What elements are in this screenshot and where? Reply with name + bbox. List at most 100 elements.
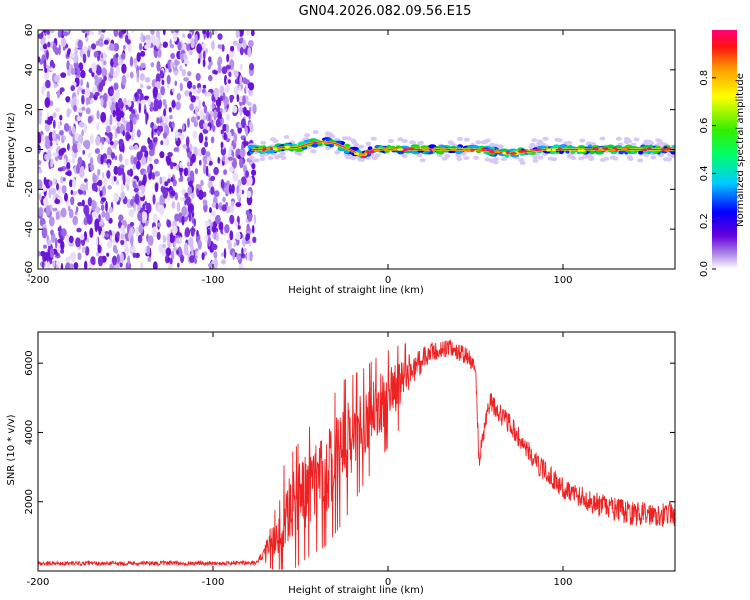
colorbar-tick-label: 0.0 xyxy=(699,261,710,277)
noise-cell xyxy=(242,77,247,84)
noise-cell xyxy=(193,257,198,264)
noise-cell xyxy=(238,262,244,269)
noise-cell xyxy=(126,73,130,79)
noise-cell xyxy=(252,236,257,243)
noise-cell xyxy=(174,30,179,33)
noise-cell xyxy=(159,204,165,216)
signal-hot-cell xyxy=(642,148,648,152)
halo-cell xyxy=(492,160,499,165)
noise-cell xyxy=(154,136,158,143)
noise-cell xyxy=(195,73,201,81)
noise-cell xyxy=(227,79,231,84)
noise-cell xyxy=(99,186,103,191)
noise-cell xyxy=(225,65,231,70)
noise-cell xyxy=(120,252,124,264)
noise-cell xyxy=(183,167,189,177)
signal-hot-cell xyxy=(465,149,472,152)
noise-cell xyxy=(246,101,252,107)
noise-cell xyxy=(62,135,67,141)
noise-cell xyxy=(207,173,211,178)
noise-cell xyxy=(213,258,218,269)
noise-cell xyxy=(142,174,147,185)
noise-cell xyxy=(57,167,64,172)
noise-cell xyxy=(63,158,67,166)
snr-y-label: SNR (10 * v/v) xyxy=(6,414,17,485)
noise-cell xyxy=(166,219,172,228)
spectrogram-plot-area xyxy=(38,30,675,269)
noise-cell xyxy=(87,49,91,58)
noise-cell xyxy=(167,62,171,70)
noise-cell xyxy=(67,170,72,177)
halo-cell xyxy=(401,139,408,144)
noise-cell xyxy=(153,158,159,165)
noise-cell xyxy=(97,168,101,176)
noise-cell xyxy=(77,141,82,153)
noise-cell xyxy=(228,147,232,157)
noise-cell xyxy=(60,176,64,184)
noise-cell xyxy=(77,252,82,261)
noise-cell xyxy=(146,85,152,90)
halo-cell xyxy=(633,137,640,142)
noise-cell xyxy=(60,240,65,250)
noise-cell xyxy=(148,149,155,157)
noise-cell xyxy=(49,248,55,259)
noise-cell xyxy=(97,179,103,187)
noise-cell xyxy=(89,227,94,238)
halo-cell xyxy=(296,151,303,156)
noise-cell xyxy=(251,163,256,170)
noise-cell xyxy=(245,209,250,216)
noise-cell xyxy=(162,30,166,36)
noise-cell xyxy=(42,30,47,33)
noise-cell xyxy=(93,51,99,58)
noise-cell xyxy=(146,165,151,174)
noise-cell xyxy=(171,121,175,128)
noise-cell xyxy=(249,251,253,262)
halo-cell xyxy=(260,140,267,145)
noise-cell xyxy=(68,208,74,219)
noise-cell xyxy=(95,65,102,76)
halo-cell xyxy=(272,139,279,144)
noise-cell xyxy=(220,146,227,156)
halo-cell xyxy=(456,137,463,141)
noise-cell xyxy=(55,261,60,266)
noise-cell xyxy=(179,65,183,72)
noise-cell xyxy=(177,41,182,51)
noise-cell xyxy=(140,62,146,69)
noise-cell xyxy=(132,128,136,139)
noise-cell xyxy=(48,216,55,227)
noise-cell xyxy=(97,244,102,254)
noise-cell xyxy=(107,162,111,169)
colorbar-tick-label: 0.6 xyxy=(699,118,710,134)
noise-cell xyxy=(166,155,172,166)
noise-cell xyxy=(207,64,212,70)
noise-cell xyxy=(80,234,85,241)
snr-y-tick-label: 2000 xyxy=(24,489,35,514)
noise-cell xyxy=(136,70,140,78)
noise-cell xyxy=(77,39,83,49)
noise-cell xyxy=(111,175,114,186)
noise-cell xyxy=(115,65,121,76)
noise-cell xyxy=(158,244,163,254)
noise-cell xyxy=(87,115,92,124)
noise-cell xyxy=(174,213,180,222)
noise-cell xyxy=(217,44,223,49)
halo-cell xyxy=(324,146,331,151)
noise-cell xyxy=(126,134,132,140)
noise-cell xyxy=(61,228,67,237)
signal-hot-cell xyxy=(558,147,562,151)
noise-cell xyxy=(44,138,51,150)
noise-cell xyxy=(44,71,49,81)
noise-cell xyxy=(97,255,104,267)
noise-cell xyxy=(212,30,218,35)
noise-cell xyxy=(186,44,191,52)
noise-cell xyxy=(169,257,173,265)
noise-cell xyxy=(108,217,113,224)
noise-cell xyxy=(159,151,165,159)
noise-cell xyxy=(228,71,232,78)
spectrogram-y-tick-label: -60 xyxy=(24,261,35,277)
noise-cell xyxy=(179,82,183,92)
noise-cell xyxy=(196,43,203,54)
signal-band-cell xyxy=(344,143,351,148)
noise-cell xyxy=(120,164,125,169)
noise-cell xyxy=(144,150,149,158)
